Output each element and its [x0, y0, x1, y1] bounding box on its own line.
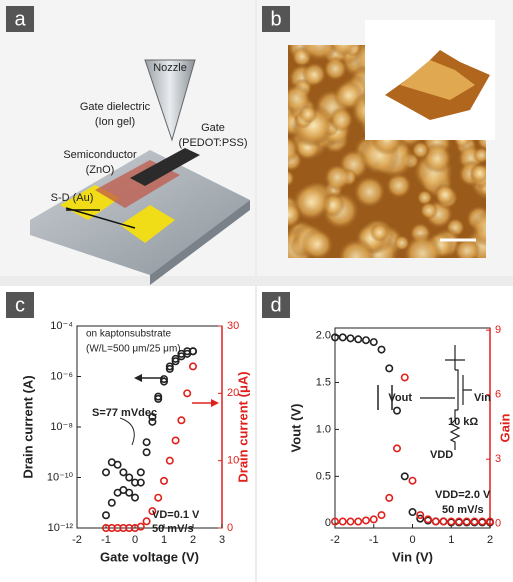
x-tick-label: 3: [219, 534, 225, 546]
label: (Ion gel): [95, 116, 135, 128]
grain: [434, 184, 456, 206]
x-tick-label: 0: [409, 534, 415, 546]
y-tick-label: 2.0: [316, 329, 331, 341]
y-axis-label: Vout (V): [288, 404, 303, 453]
x-tick-label: 0: [132, 534, 138, 546]
grain: [394, 235, 411, 252]
grain: [302, 62, 327, 87]
label: (ZnO): [86, 164, 115, 176]
grain: [299, 105, 318, 124]
x-axis-label: Gate voltage (V): [100, 549, 199, 564]
panel-b: b: [257, 0, 513, 276]
y2-tick-label: 9: [495, 324, 501, 336]
y-tick-label: 10⁻⁶: [50, 370, 73, 382]
y2-tick-label: 0: [227, 522, 233, 534]
grain: [370, 223, 389, 242]
annotation: on kaptonsubstrate: [86, 329, 171, 340]
x-tick-label: 1: [161, 534, 167, 546]
panel-label: c: [15, 294, 25, 316]
x-axis-label: Vin (V): [392, 549, 433, 564]
y2-tick-label: 3: [495, 453, 501, 465]
y2-tick-label: 30: [227, 320, 239, 332]
x-tick-label: -1: [369, 534, 379, 546]
panel-a: a Nozzle Gate dielectric (Ion gel) Gate …: [0, 0, 255, 285]
label: Nozzle: [153, 62, 187, 74]
annotation: 50 mV/s: [152, 523, 194, 535]
y2-axis-label: Gain: [497, 413, 512, 442]
panel-label: b: [270, 8, 281, 30]
y-tick-label: 0.5: [316, 470, 331, 482]
label: S-D (Au): [51, 192, 94, 204]
label: Gate dielectric: [80, 101, 151, 113]
y-tick-label: 10⁻¹²: [48, 522, 74, 534]
grain: [323, 163, 351, 191]
y-tick-label: 0: [325, 517, 331, 529]
annotation: S=77 mVdec: [92, 407, 157, 419]
y-tick-label: 10⁻⁴: [50, 320, 73, 332]
label: Semiconductor: [63, 149, 137, 161]
y2-tick-label: 6: [495, 389, 501, 401]
x-tick-label: -2: [72, 534, 82, 546]
x-tick-label: -1: [101, 534, 111, 546]
panel-label: a: [14, 8, 26, 30]
x-tick-label: -2: [330, 534, 340, 546]
x-tick-label: 2: [190, 534, 196, 546]
y-tick-label: 10⁻⁸: [50, 421, 73, 433]
grain: [420, 201, 438, 219]
grain: [301, 228, 334, 261]
x-tick-label: 2: [487, 534, 493, 546]
annotation: VD=0.1 V: [152, 509, 200, 521]
annotation: 50 mV/s: [442, 504, 484, 516]
annotation: (W/L=500 μm/25 μm): [86, 344, 181, 355]
y-tick-label: 10⁻¹⁰: [47, 471, 74, 483]
y2-tick-label: 0: [495, 518, 501, 530]
annotation: Vin: [474, 392, 491, 404]
annotation: VDD=2.0 V: [435, 489, 491, 501]
figure: a Nozzle Gate dielectric (Ion gel) Gate …: [0, 0, 513, 582]
y-tick-label: 1.0: [316, 423, 331, 435]
label: Gate: [201, 122, 225, 134]
panel-label: d: [270, 294, 281, 316]
x-tick-label: 1: [448, 534, 454, 546]
page: {"panels": { "a": {"label": "a", "nozzle…: [0, 0, 513, 582]
y2-axis-label: Drain current (μA): [235, 371, 250, 482]
annotation: VDD: [430, 449, 453, 461]
y-axis-label: Drain current (A): [20, 375, 35, 478]
label: (PEDOT:PSS): [178, 137, 247, 149]
y-tick-label: 1.5: [316, 376, 331, 388]
